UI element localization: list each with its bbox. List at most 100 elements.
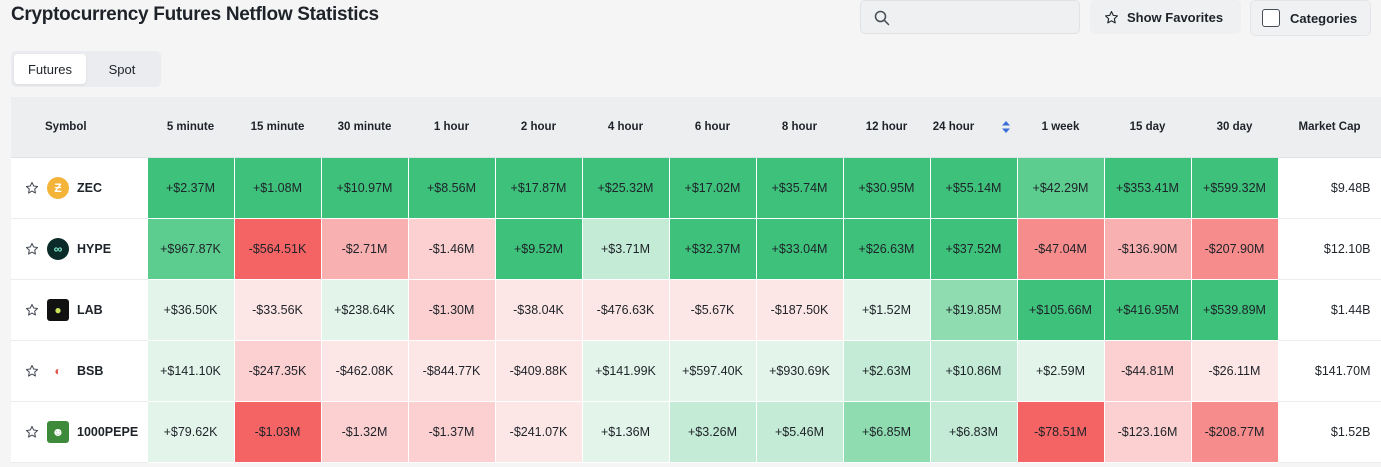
tab-spot[interactable]: Spot (108, 61, 136, 77)
market-cap-cell: $1.52B (1278, 401, 1381, 463)
netflow-cell: +$5.46M (756, 401, 844, 463)
netflow-cell: +$597.40K (669, 340, 757, 402)
favorite-star-icon[interactable] (25, 303, 39, 317)
netflow-cell: -$247.35K (234, 340, 322, 402)
netflow-table: Symbol 5 minute 15 minute 30 minute 1 hour 2… (11, 97, 1381, 463)
netflow-cell: +$353.41M (1104, 157, 1192, 219)
netflow-cell: -$136.90M (1104, 218, 1192, 280)
favorite-star-icon[interactable] (25, 181, 39, 195)
symbol-name[interactable]: BSB (77, 364, 104, 378)
column-header-12-hour[interactable]: 12 hour (843, 97, 930, 158)
table-row[interactable]: ● LAB +$36.50K -$33.56K +$238.64K -$1.30M -$38… (11, 279, 1381, 341)
netflow-cell: +$599.32M (1191, 157, 1279, 219)
netflow-cell: +$17.87M (495, 157, 583, 219)
table-row[interactable]: Ƶ ZEC +$2.37M +$1.08M +$10.97M +$8.56M +$17.87… (11, 157, 1381, 219)
netflow-cell: -$462.08K (321, 340, 409, 402)
symbol-group: Ƶ ZEC (25, 177, 147, 199)
symbol-name[interactable]: ZEC (77, 181, 102, 195)
netflow-cell: -$33.56K (234, 279, 322, 341)
netflow-cell: +$25.32M (582, 157, 670, 219)
market-type-tabs: Futures Spot (11, 51, 161, 87)
column-header-15-day[interactable]: 15 day (1104, 97, 1191, 158)
netflow-cell: +$539.89M (1191, 279, 1279, 341)
sort-icon[interactable] (1002, 120, 1011, 133)
netflow-cell: +$8.56M (408, 157, 496, 219)
netflow-cell: +$19.85M (930, 279, 1018, 341)
netflow-cell: -$1.46M (408, 218, 496, 280)
categories-button[interactable]: Categories (1250, 0, 1371, 36)
netflow-cell: +$10.97M (321, 157, 409, 219)
search-input[interactable] (860, 0, 1080, 34)
column-header-4-hour[interactable]: 4 hour (582, 97, 669, 158)
column-header-15-minute[interactable]: 15 minute (234, 97, 321, 158)
netflow-cell: -$476.63K (582, 279, 670, 341)
netflow-cell: -$2.71M (321, 218, 409, 280)
netflow-cell: +$37.52M (930, 218, 1018, 280)
netflow-cell: +$1.08M (234, 157, 322, 219)
table-header: Symbol 5 minute 15 minute 30 minute 1 hour 2… (11, 97, 1381, 158)
netflow-cell: -$1.32M (321, 401, 409, 463)
netflow-cell: -$564.51K (234, 218, 322, 280)
categories-checkbox[interactable] (1262, 9, 1280, 27)
pepe-coin-icon: ☻ (47, 421, 69, 443)
column-header-market-cap[interactable]: Market Cap (1278, 97, 1381, 158)
netflow-cell: +$141.99K (582, 340, 670, 402)
show-favorites-label: Show Favorites (1127, 9, 1224, 25)
symbol-name[interactable]: LAB (77, 303, 103, 317)
netflow-cell: +$930.69K (756, 340, 844, 402)
hype-coin-icon: ∞ (47, 238, 69, 260)
column-header-5-minute[interactable]: 5 minute (147, 97, 234, 158)
column-header-1-hour[interactable]: 1 hour (408, 97, 495, 158)
market-cap-cell: $141.70M (1278, 340, 1381, 402)
column-header-30-day[interactable]: 30 day (1191, 97, 1278, 158)
table-row[interactable]: ☻ 1000PEPE +$79.62K -$1.03M -$1.32M -$1.37M -$… (11, 401, 1381, 463)
favorite-star-icon[interactable] (25, 364, 39, 378)
symbol-group: ☻ 1000PEPE (25, 421, 147, 443)
symbol-name[interactable]: HYPE (77, 242, 112, 256)
show-favorites-button[interactable]: Show Favorites (1090, 0, 1241, 34)
search-icon (874, 10, 890, 26)
netflow-cell: -$26.11M (1191, 340, 1279, 402)
netflow-cell: +$238.64K (321, 279, 409, 341)
column-header-8-hour[interactable]: 8 hour (756, 97, 843, 158)
netflow-cell: +$55.14M (930, 157, 1018, 219)
netflow-cell: -$208.77M (1191, 401, 1279, 463)
column-header-24-hour[interactable]: 24 hour (930, 97, 1017, 158)
netflow-cell: +$6.83M (930, 401, 1018, 463)
netflow-cell: -$1.37M (408, 401, 496, 463)
symbol-group: ● LAB (25, 299, 147, 321)
netflow-cell: +$9.52M (495, 218, 583, 280)
netflow-cell: -$844.77K (408, 340, 496, 402)
column-header-label: 24 hour (932, 121, 975, 134)
star-outline-icon (1105, 10, 1118, 23)
netflow-cell: +$967.87K (147, 218, 235, 280)
column-header-1-week[interactable]: 1 week (1017, 97, 1104, 158)
table-row[interactable]: ◐ BSB +$141.10K -$247.35K -$462.08K -$844.77K… (11, 340, 1381, 402)
netflow-cell: +$3.71M (582, 218, 670, 280)
column-header-6-hour[interactable]: 6 hour (669, 97, 756, 158)
table-row[interactable]: ∞ HYPE +$967.87K -$564.51K -$2.71M -$1.46M +$9… (11, 218, 1381, 280)
zec-coin-icon: Ƶ (47, 177, 69, 199)
symbol-cell: ∞ HYPE (11, 218, 148, 280)
column-header-2-hour[interactable]: 2 hour (495, 97, 582, 158)
netflow-cell: +$1.52M (843, 279, 931, 341)
column-header-30-minute[interactable]: 30 minute (321, 97, 408, 158)
netflow-cell: +$2.63M (843, 340, 931, 402)
netflow-cell: +$3.26M (669, 401, 757, 463)
netflow-cell: -$44.81M (1104, 340, 1192, 402)
symbol-cell: ● LAB (11, 279, 148, 341)
favorite-star-icon[interactable] (25, 425, 39, 439)
netflow-cell: +$141.10K (147, 340, 235, 402)
symbol-name[interactable]: 1000PEPE (77, 425, 139, 439)
symbol-group: ∞ HYPE (25, 238, 147, 260)
netflow-cell: +$105.66M (1017, 279, 1105, 341)
netflow-cell: -$5.67K (669, 279, 757, 341)
favorite-star-icon[interactable] (25, 242, 39, 256)
tab-futures[interactable]: Futures (14, 54, 86, 84)
netflow-cell: +$32.37M (669, 218, 757, 280)
netflow-cell: -$241.07K (495, 401, 583, 463)
netflow-cell: +$33.04M (756, 218, 844, 280)
netflow-cell: -$78.51M (1017, 401, 1105, 463)
netflow-cell: +$35.74M (756, 157, 844, 219)
netflow-cell: +$36.50K (147, 279, 235, 341)
